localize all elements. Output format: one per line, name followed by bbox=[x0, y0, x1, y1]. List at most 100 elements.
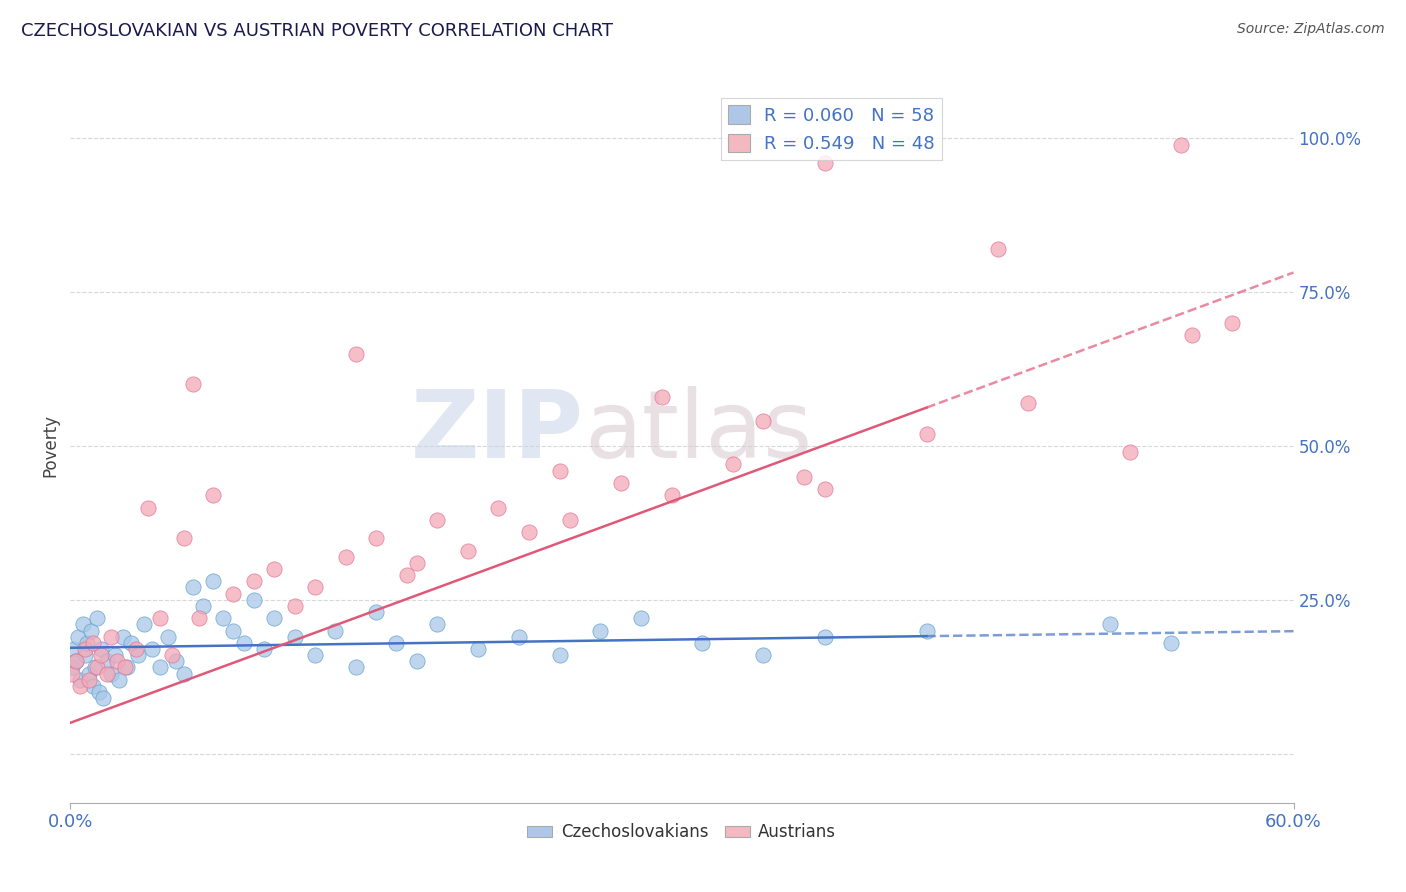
Point bbox=[661, 488, 683, 502]
Point bbox=[173, 666, 195, 681]
Point bbox=[63, 642, 86, 657]
Point bbox=[1220, 316, 1243, 330]
Point bbox=[344, 347, 367, 361]
Point bbox=[366, 531, 388, 545]
Point bbox=[212, 611, 235, 625]
Point bbox=[222, 587, 245, 601]
Point bbox=[426, 513, 449, 527]
Text: atlas: atlas bbox=[583, 385, 813, 478]
Point bbox=[105, 654, 128, 668]
Point bbox=[467, 642, 489, 657]
Point bbox=[406, 556, 429, 570]
Point bbox=[395, 568, 418, 582]
Point bbox=[1018, 396, 1040, 410]
Point bbox=[157, 630, 180, 644]
Point bbox=[610, 475, 633, 490]
Point bbox=[813, 630, 835, 644]
Point bbox=[1119, 445, 1142, 459]
Point bbox=[1170, 137, 1192, 152]
Point bbox=[96, 666, 118, 681]
Point bbox=[222, 624, 245, 638]
Point bbox=[232, 636, 254, 650]
Point bbox=[793, 469, 815, 483]
Point bbox=[366, 605, 388, 619]
Point bbox=[162, 648, 183, 662]
Text: ZIP: ZIP bbox=[411, 385, 583, 478]
Point bbox=[987, 242, 1010, 256]
Point bbox=[67, 630, 90, 644]
Point bbox=[263, 611, 285, 625]
Point bbox=[73, 642, 96, 657]
Point bbox=[690, 636, 713, 650]
Point bbox=[915, 624, 938, 638]
Point bbox=[263, 562, 285, 576]
Point bbox=[344, 660, 367, 674]
Point bbox=[457, 543, 479, 558]
Point bbox=[112, 630, 135, 644]
Point bbox=[79, 624, 103, 638]
Point bbox=[60, 666, 83, 681]
Text: Source: ZipAtlas.com: Source: ZipAtlas.com bbox=[1237, 22, 1385, 37]
Point bbox=[426, 617, 449, 632]
Point bbox=[752, 648, 775, 662]
Point bbox=[630, 611, 652, 625]
Point bbox=[141, 642, 163, 657]
Point bbox=[77, 673, 100, 687]
Y-axis label: Poverty: Poverty bbox=[41, 415, 59, 477]
Point bbox=[589, 624, 612, 638]
Point bbox=[114, 660, 136, 674]
Point bbox=[108, 673, 131, 687]
Point bbox=[181, 377, 204, 392]
Point bbox=[77, 666, 100, 681]
Point bbox=[65, 654, 87, 668]
Point bbox=[90, 642, 112, 657]
Point bbox=[813, 156, 835, 170]
Point bbox=[813, 482, 835, 496]
Point bbox=[86, 611, 108, 625]
Point bbox=[284, 599, 307, 613]
Point bbox=[284, 630, 307, 644]
Point bbox=[323, 624, 347, 638]
Point bbox=[187, 611, 209, 625]
Point bbox=[752, 414, 775, 428]
Point bbox=[304, 648, 326, 662]
Point bbox=[136, 500, 159, 515]
Point bbox=[915, 426, 938, 441]
Point bbox=[76, 636, 98, 650]
Point bbox=[202, 488, 225, 502]
Point bbox=[1099, 617, 1122, 632]
Point bbox=[243, 574, 266, 589]
Point bbox=[100, 630, 122, 644]
Point bbox=[82, 636, 104, 650]
Point bbox=[69, 673, 91, 687]
Point bbox=[1160, 636, 1182, 650]
Point bbox=[149, 611, 172, 625]
Point bbox=[91, 691, 114, 706]
Point bbox=[60, 660, 83, 674]
Point bbox=[124, 642, 146, 657]
Text: CZECHOSLOVAKIAN VS AUSTRIAN POVERTY CORRELATION CHART: CZECHOSLOVAKIAN VS AUSTRIAN POVERTY CORR… bbox=[21, 22, 613, 40]
Point bbox=[548, 648, 571, 662]
Point bbox=[1181, 328, 1204, 343]
Point bbox=[558, 513, 581, 527]
Point bbox=[104, 648, 127, 662]
Point bbox=[69, 679, 91, 693]
Point bbox=[517, 525, 540, 540]
Point bbox=[117, 660, 139, 674]
Point bbox=[86, 660, 108, 674]
Point bbox=[548, 464, 571, 478]
Point bbox=[87, 685, 110, 699]
Point bbox=[82, 679, 104, 693]
Point bbox=[191, 599, 214, 613]
Point bbox=[149, 660, 172, 674]
Legend: Czechoslovakians, Austrians: Czechoslovakians, Austrians bbox=[520, 817, 844, 848]
Point bbox=[335, 549, 357, 564]
Point bbox=[253, 642, 276, 657]
Point bbox=[73, 648, 96, 662]
Point bbox=[127, 648, 149, 662]
Point bbox=[173, 531, 195, 545]
Point bbox=[721, 458, 744, 472]
Point bbox=[132, 617, 155, 632]
Point bbox=[181, 581, 204, 595]
Point bbox=[202, 574, 225, 589]
